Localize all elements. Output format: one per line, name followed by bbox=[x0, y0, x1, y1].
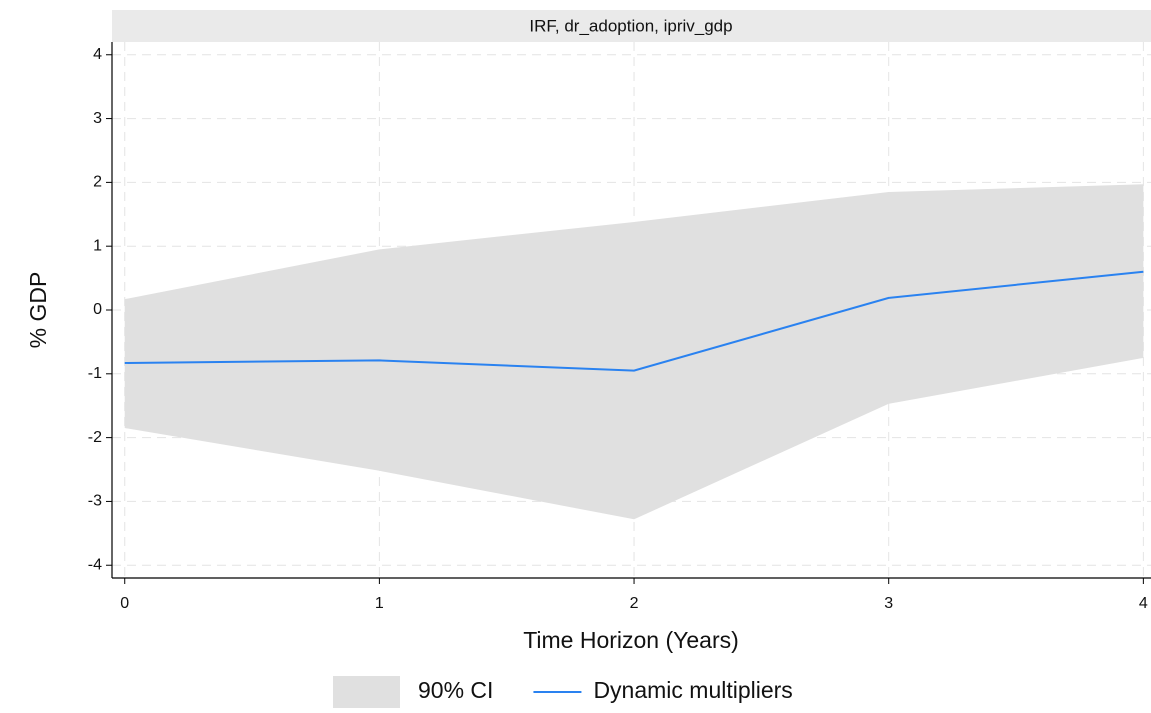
y-tick-label: -4 bbox=[88, 556, 102, 573]
title-strip bbox=[112, 10, 1151, 42]
y-tick-label: 0 bbox=[93, 301, 102, 318]
chart-title: IRF, dr_adoption, ipriv_gdp bbox=[529, 16, 732, 35]
x-tick-label: 3 bbox=[884, 595, 893, 612]
x-tick-label: 4 bbox=[1139, 595, 1148, 612]
x-tick-label: 2 bbox=[630, 595, 639, 612]
y-tick-label: -3 bbox=[88, 493, 102, 510]
legend-swatch bbox=[333, 676, 400, 708]
y-tick-label: -1 bbox=[88, 365, 102, 382]
y-tick-label: 1 bbox=[93, 237, 102, 254]
y-tick-label: 3 bbox=[93, 110, 102, 127]
legend: 90% CI Dynamic multipliers bbox=[333, 676, 793, 708]
x-axis-title: Time Horizon (Years) bbox=[523, 627, 739, 653]
line bbox=[124, 270, 1144, 372]
plot-area bbox=[112, 42, 1151, 578]
y-axis-title: % GDP bbox=[25, 272, 51, 349]
y-tick-label: -2 bbox=[88, 429, 102, 446]
y-tick-label: 2 bbox=[93, 174, 102, 191]
legend-label: Dynamic multipliers bbox=[593, 677, 792, 703]
y-tick-label: 4 bbox=[93, 46, 102, 63]
ci-band bbox=[124, 184, 1144, 520]
x-tick-label: 1 bbox=[375, 595, 384, 612]
x-tick-label: 0 bbox=[120, 595, 129, 612]
legend-label: 90% CI bbox=[418, 677, 493, 703]
